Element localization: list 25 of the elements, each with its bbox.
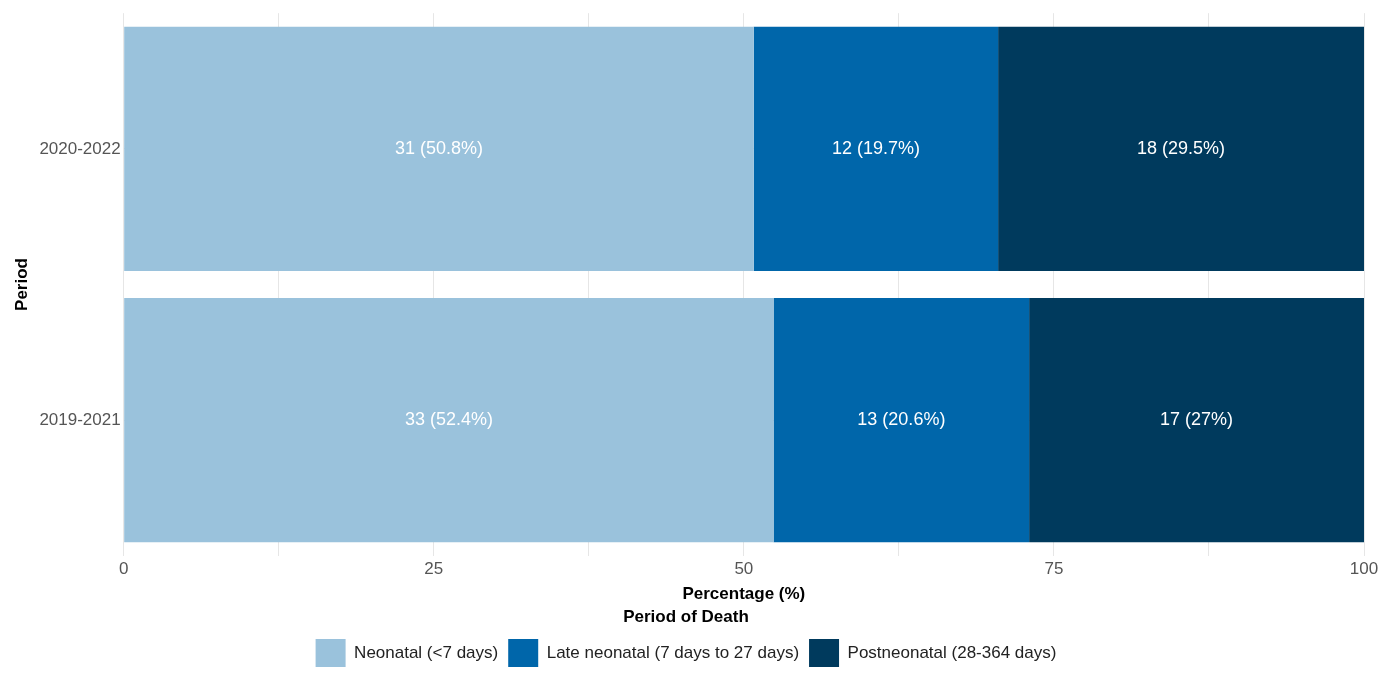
x-axis-title: Percentage (%) [682,584,806,604]
data-label: 31 (50.8%) [394,137,484,158]
bar [124,26,754,271]
data-label: 18 (29.5%) [1137,137,1226,158]
bar [753,26,999,271]
x-tick-label: 25 [424,558,444,578]
x-tick-label: 75 [1044,558,1064,578]
bar [998,26,1364,271]
x-tick-label: 50 [734,558,754,578]
bar [1029,298,1364,543]
legend-label: Late neonatal (7 days to 27 days) [546,642,800,662]
data-label: 13 (20.6%) [857,409,946,430]
y-tick-label: 2020-2022 [39,138,121,158]
legend-label: Postneonatal (28-364 days) [847,642,1057,662]
y-axis-title: Period [11,258,31,311]
bar [124,298,774,543]
x-tick-label: 0 [118,558,129,578]
legend-title: Period of Death [623,606,749,626]
bar [773,298,1030,543]
x-tick-label: 100 [1349,558,1379,578]
data-label: 12 (19.7%) [831,137,920,158]
data-label: 33 (52.4%) [404,409,493,430]
y-tick-label: 2019-2021 [39,409,121,429]
legend-label: Neonatal (<7 days) [354,642,499,662]
data-label: 17 (27%) [1160,409,1234,430]
